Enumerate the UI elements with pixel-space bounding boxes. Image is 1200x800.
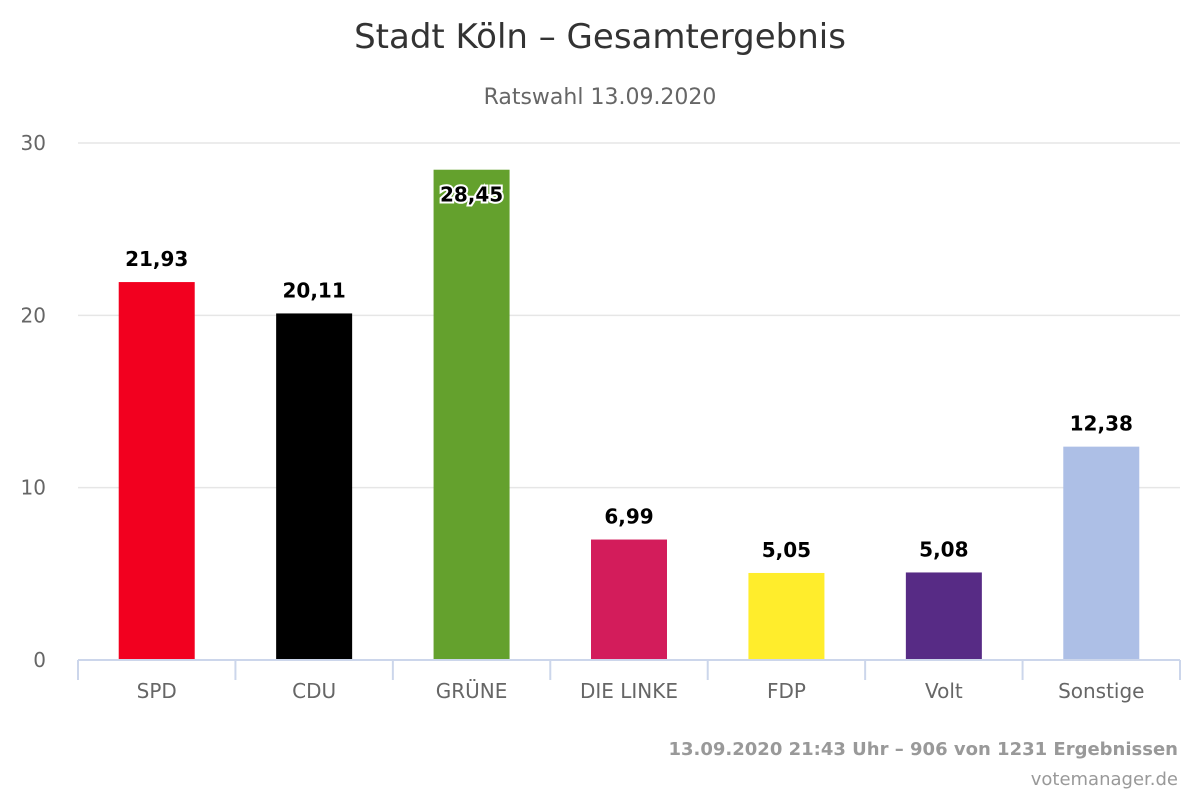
x-axis: SPD CDU GRÜNE DIE LINKE FDP Volt Sonstige (77, 659, 1181, 703)
y-tick-label: 30 (21, 131, 46, 155)
data-label: 28,45 (440, 183, 503, 207)
credit-link[interactable]: votemanager.de (1031, 769, 1178, 790)
y-axis: 0 10 20 30 (21, 131, 46, 672)
x-tick-label: GRÜNE (436, 679, 508, 703)
x-tick-label: Sonstige (1058, 679, 1144, 703)
result-status: 13.09.2020 21:43 Uhr – 906 von 1231 Erge… (668, 739, 1178, 760)
x-tick-label: FDP (767, 679, 806, 703)
data-label: 5,08 (919, 537, 968, 561)
y-tick-label: 0 (33, 648, 46, 672)
bar-cdu (276, 313, 353, 660)
data-labels: 21,93 20,11 28,45 6,99 5,05 5,08 12,38 (125, 181, 1133, 562)
y-tick-label: 20 (21, 303, 46, 327)
data-label: 6,99 (604, 505, 653, 529)
chart-subtitle: Ratswahl 13.09.2020 (484, 85, 717, 110)
gridlines (78, 142, 1180, 489)
bar-spd (118, 282, 195, 660)
y-tick-label: 10 (21, 476, 46, 500)
data-label: 20,11 (283, 278, 346, 302)
bar-volt (905, 572, 982, 660)
x-tick-label: CDU (292, 679, 336, 703)
bar-sonstige (1063, 446, 1140, 660)
chart-title: Stadt Köln – Gesamtergebnis (354, 17, 846, 57)
bars (118, 169, 1140, 660)
data-label: 5,05 (762, 538, 811, 562)
x-tick-label: DIE LINKE (580, 679, 678, 703)
x-tick-label: Volt (925, 679, 963, 703)
bar-grüne (433, 169, 510, 660)
x-tick-label: SPD (137, 679, 177, 703)
bar-die-linke (591, 539, 667, 660)
bar-fdp (748, 572, 825, 660)
data-label: 12,38 (1070, 412, 1133, 436)
data-label: 21,93 (125, 247, 188, 271)
